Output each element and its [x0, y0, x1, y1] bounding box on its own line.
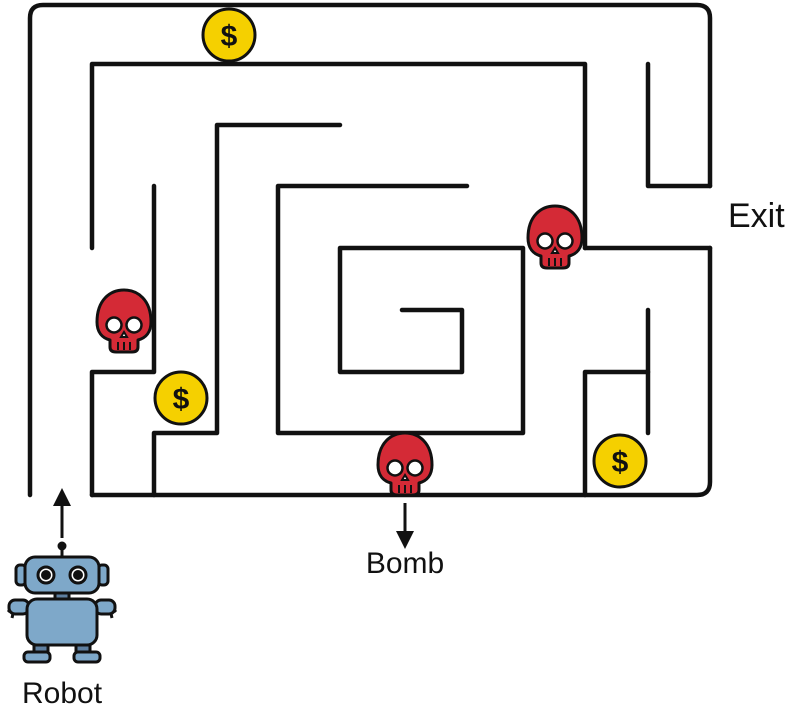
coin-symbol: $: [612, 446, 629, 479]
coin-symbol: $: [173, 383, 190, 416]
skull-icon: [376, 431, 434, 497]
maze-walls: [27, 2, 713, 498]
ring3: [151, 122, 343, 498]
outer-wall-bottom-right: [89, 245, 713, 498]
ring2-left-bottom: [89, 183, 157, 498]
coin-icon: $: [592, 433, 648, 489]
exit-stub-top: [645, 61, 713, 189]
coin-icon: $: [153, 370, 209, 426]
robot-label: Robot: [22, 677, 103, 710]
robot-icon: [6, 541, 118, 664]
coins: $ $ $: [153, 7, 648, 489]
exit-label: Exit: [728, 197, 785, 235]
outer-wall-top-left: [27, 2, 713, 498]
skull-icon: [95, 288, 153, 354]
bomb-label: Bomb: [366, 547, 444, 580]
coin-icon: $: [201, 7, 257, 63]
right-lower-wall: [582, 369, 651, 498]
spiral-outer: [275, 183, 526, 436]
ring2-top: [89, 61, 588, 251]
skull-icon: [526, 204, 584, 270]
coin-symbol: $: [221, 20, 238, 53]
